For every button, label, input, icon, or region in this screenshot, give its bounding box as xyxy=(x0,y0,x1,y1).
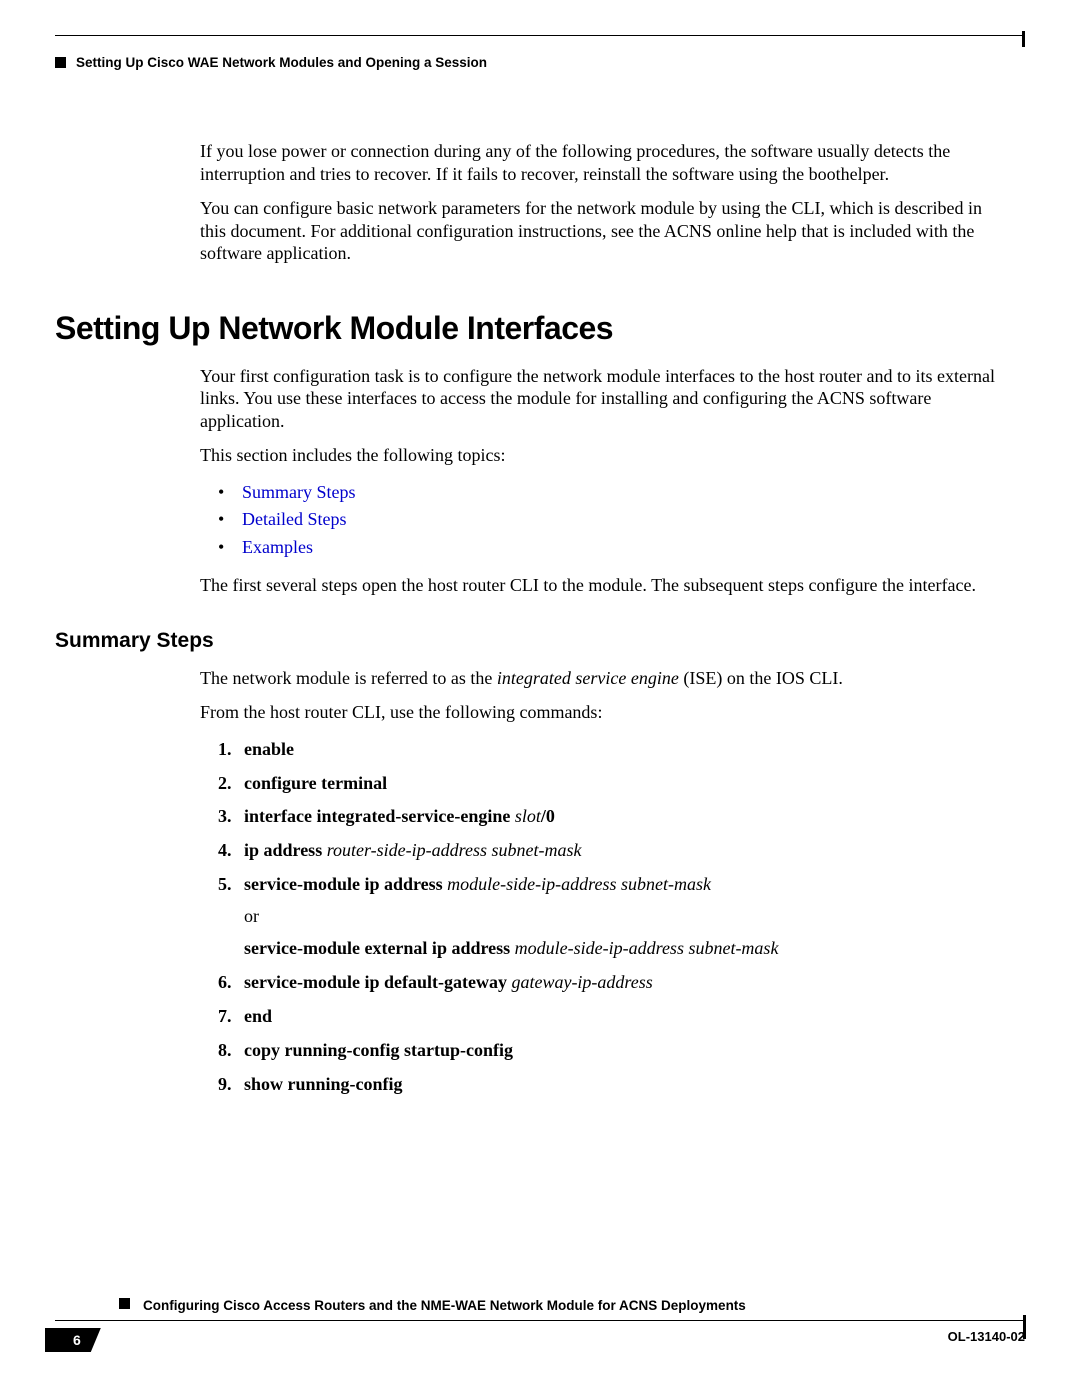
top-rule xyxy=(55,35,1025,45)
footer-doc-title: Configuring Cisco Access Routers and the… xyxy=(143,1298,746,1313)
page: Setting Up Cisco WAE Network Modules and… xyxy=(0,0,1080,1397)
page-number: 6 xyxy=(45,1328,101,1352)
summary-heading: Summary Steps xyxy=(55,629,1010,653)
cmd: ip address xyxy=(244,840,327,860)
topics-list: Summary Steps Detailed Steps Examples xyxy=(218,479,1010,563)
body-column: If you lose power or connection during a… xyxy=(200,140,1010,1098)
cmd: configure terminal xyxy=(244,773,387,793)
footer-square-icon xyxy=(119,1298,130,1309)
step-9: show running-config xyxy=(218,1071,1010,1099)
section-para-1: Your first configuration task is to conf… xyxy=(200,365,1010,433)
summary-intro-post: (ISE) on the IOS CLI. xyxy=(679,668,843,688)
section-heading: Setting Up Network Module Interfaces xyxy=(55,310,1010,347)
arg: module-side-ip-address subnet-mask xyxy=(447,874,711,894)
section-para-3: The first several steps open the host ro… xyxy=(200,574,1010,597)
footer-rule xyxy=(55,1320,1025,1321)
summary-intro-2: From the host router CLI, use the follow… xyxy=(200,701,1010,724)
cmd: copy running-config startup-config xyxy=(244,1040,513,1060)
summary-intro: The network module is referred to as the… xyxy=(200,667,1010,690)
link-text: Detailed Steps xyxy=(242,509,346,529)
intro-para-2: You can configure basic network paramete… xyxy=(200,197,1010,265)
summary-intro-em: integrated service engine xyxy=(497,668,679,688)
step-2: configure terminal xyxy=(218,770,1010,798)
or-text: or xyxy=(244,903,1010,931)
step-6: service-module ip default-gateway gatewa… xyxy=(218,969,1010,997)
arg: gateway-ip-address xyxy=(511,972,652,992)
step-4: ip address router-side-ip-address subnet… xyxy=(218,837,1010,865)
cmd: interface integrated-service-engine xyxy=(244,806,515,826)
step-1: enable xyxy=(218,736,1010,764)
running-header: Setting Up Cisco WAE Network Modules and… xyxy=(55,55,1025,70)
header-square-icon xyxy=(55,57,66,68)
step-5: service-module ip address module-side-ip… xyxy=(218,871,1010,963)
running-title: Setting Up Cisco WAE Network Modules and… xyxy=(76,55,487,70)
cmd-alt: service-module external ip address xyxy=(244,938,515,958)
footer-doc-code: OL-13140-02 xyxy=(948,1329,1025,1344)
page-footer: Configuring Cisco Access Routers and the… xyxy=(55,1320,1025,1353)
cmd: service-module ip default-gateway xyxy=(244,972,511,992)
step-7: end xyxy=(218,1003,1010,1031)
arg: slot xyxy=(515,806,541,826)
topic-link-examples[interactable]: Examples xyxy=(218,534,1010,562)
arg-alt: module-side-ip-address subnet-mask xyxy=(515,938,779,958)
cmd: show running-config xyxy=(244,1074,403,1094)
step-8: copy running-config startup-config xyxy=(218,1037,1010,1065)
summary-intro-pre: The network module is referred to as the xyxy=(200,668,497,688)
section-para-2: This section includes the following topi… xyxy=(200,444,1010,467)
intro-para-1: If you lose power or connection during a… xyxy=(200,140,1010,185)
command-steps: enable configure terminal interface inte… xyxy=(218,736,1010,1099)
topic-link-summary[interactable]: Summary Steps xyxy=(218,479,1010,507)
topic-link-detailed[interactable]: Detailed Steps xyxy=(218,506,1010,534)
arg: router-side-ip-address subnet-mask xyxy=(327,840,582,860)
cmd: enable xyxy=(244,739,294,759)
link-text: Examples xyxy=(242,537,313,557)
step-3: interface integrated-service-engine slot… xyxy=(218,803,1010,831)
cmd: end xyxy=(244,1006,272,1026)
cmd: service-module ip address xyxy=(244,874,447,894)
link-text: Summary Steps xyxy=(242,482,356,502)
cmd-post: /0 xyxy=(541,806,555,826)
